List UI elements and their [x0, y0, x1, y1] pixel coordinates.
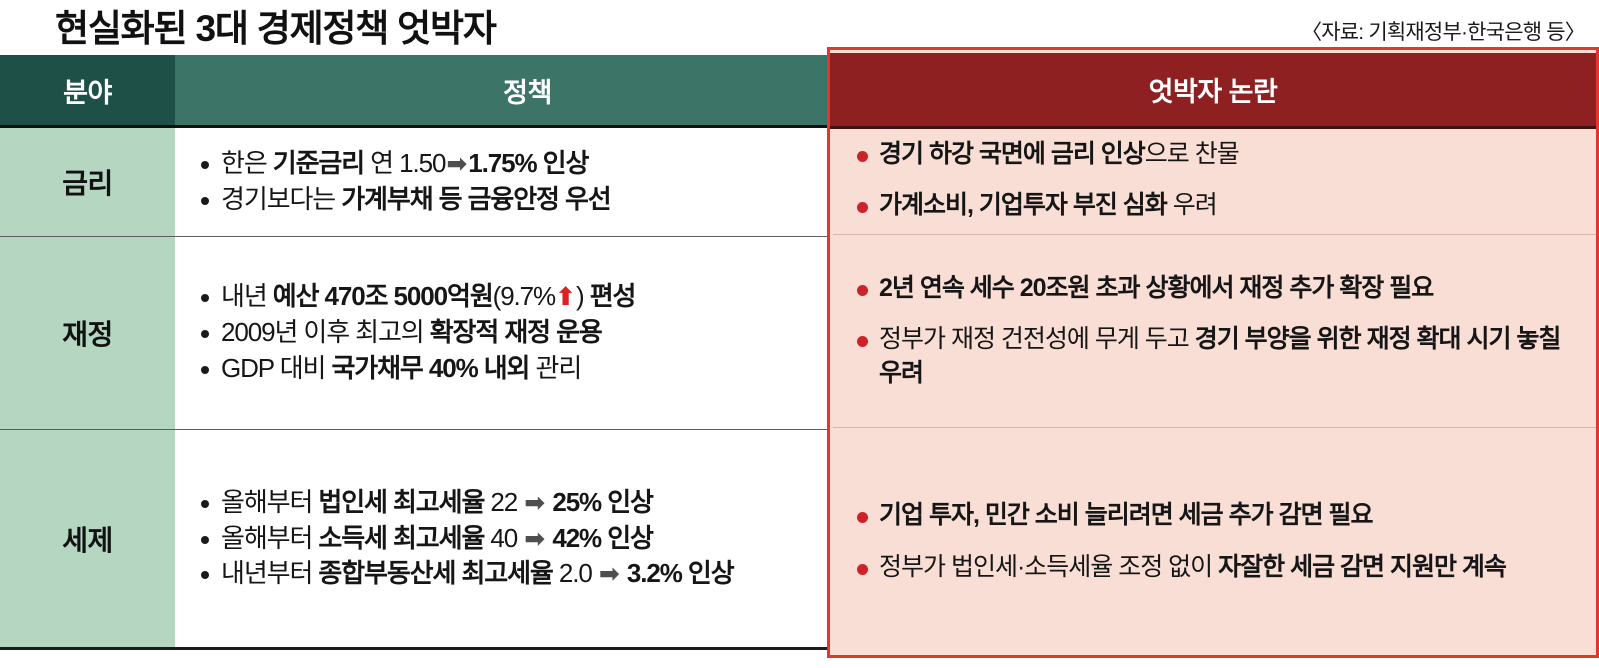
policy-bullet: 2009년 이후 최고의 확장적 재정 운용 [201, 315, 876, 351]
issue-bullet: 경기 하강 국면에 금리 인상으로 찬물 [857, 138, 1582, 172]
column-header-field: 분야 [0, 55, 175, 128]
policy-bullet: GDP 대비 국가채무 40% 내외 관리 [201, 351, 876, 387]
page-title: 현실화된 3대 경제정책 엇박자 [55, 8, 497, 49]
issue-bullet: 정부가 재정 건전성에 무게 두고 경기 부양을 위한 재정 확대 시기 놓칠 … [857, 323, 1582, 390]
arrow-right-icon: ➡ [446, 150, 468, 179]
policy-cell-fiscal: 내년 예산 470조 5000억원(9.7%⬆) 편성 2009년 이후 최고의… [175, 237, 880, 429]
policy-bullet: 내년 예산 470조 5000억원(9.7%⬆) 편성 [201, 279, 876, 315]
source-citation: 〈자료: 기획재정부·한국은행 등〉 [1301, 21, 1586, 44]
issue-bullet: 기업 투자, 민간 소비 늘리려면 세금 추가 감면 필요 [857, 499, 1582, 533]
arrow-right-icon: ➡ [524, 488, 546, 517]
arrow-right-icon: ➡ [524, 524, 546, 553]
arrow-right-icon: ➡ [598, 560, 620, 589]
row-divider [0, 236, 880, 237]
category-cell-interest-rate: 금리 [0, 128, 175, 236]
category-cell-tax: 세제 [0, 430, 175, 647]
row-divider [833, 427, 1596, 428]
policy-cell-tax: 올해부터 법인세 최고세율 22 ➡ 25% 인상 올해부터 소득세 최고세율 … [175, 430, 880, 647]
policy-bullet: 올해부터 소득세 최고세율 40 ➡ 42% 인상 [201, 521, 876, 557]
issue-bullet: 정부가 법인세·소득세율 조정 없이 자잘한 세금 감면 지원만 계속 [857, 551, 1582, 585]
policy-bullet: 내년부터 종합부동산세 최고세율 2.0 ➡ 3.2% 인상 [201, 556, 876, 592]
policy-table: 분야 정책 금리 한은 기준금리 연 1.50➡1.75% 인상 경기보다는 가… [0, 55, 880, 650]
issue-cell-tax: 기업 투자, 민간 소비 늘리려면 세금 추가 감면 필요 정부가 법인세·소득… [833, 428, 1596, 655]
arrow-up-icon: ⬆ [555, 283, 577, 312]
title-bar: 현실화된 3대 경제정책 엇박자 〈자료: 기획재정부·한국은행 등〉 [0, 0, 1599, 55]
issue-cell-fiscal: 2년 연속 세수 20조원 초과 상황에서 재정 추가 확장 필요 정부가 재정… [833, 235, 1596, 427]
column-header-policy: 정책 [175, 55, 880, 128]
row-divider [0, 429, 880, 430]
policy-bullet: 한은 기준금리 연 1.50➡1.75% 인상 [201, 146, 876, 182]
category-cell-fiscal: 재정 [0, 237, 175, 429]
column-header-issue: 엇박자 논란 [830, 53, 1596, 129]
issue-panel: 엇박자 논란 경기 하강 국면에 금리 인상으로 찬물 가계소비, 기업투자 부… [827, 47, 1599, 658]
policy-cell-interest-rate: 한은 기준금리 연 1.50➡1.75% 인상 경기보다는 가계부채 등 금융안… [175, 128, 880, 236]
table-bottom-border [0, 647, 880, 650]
policy-bullet: 경기보다는 가계부채 등 금융안정 우선 [201, 182, 876, 218]
row-divider [833, 234, 1596, 235]
issue-cell-interest-rate: 경기 하강 국면에 금리 인상으로 찬물 가계소비, 기업투자 부진 심화 우려 [833, 126, 1596, 234]
issue-bullet: 가계소비, 기업투자 부진 심화 우려 [857, 189, 1582, 223]
policy-bullet: 올해부터 법인세 최고세율 22 ➡ 25% 인상 [201, 485, 876, 521]
issue-bullet: 2년 연속 세수 20조원 초과 상황에서 재정 추가 확장 필요 [857, 272, 1582, 306]
